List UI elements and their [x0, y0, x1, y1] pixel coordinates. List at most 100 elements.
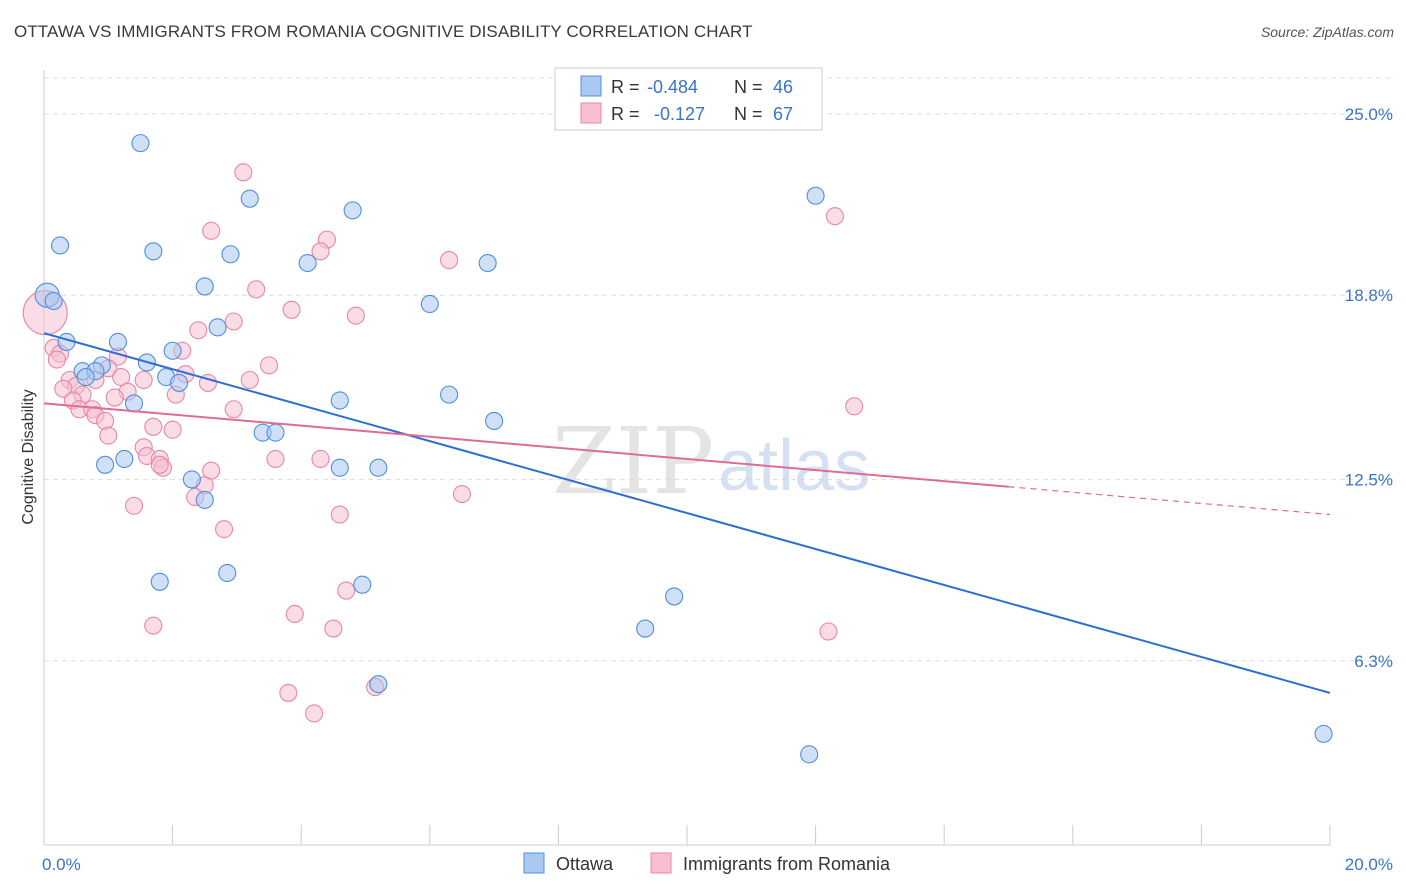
legend-n-value-romania: 67 — [773, 104, 793, 124]
romania-trend-line — [43, 402, 1009, 488]
romania-point — [305, 704, 324, 723]
ottawa-point — [636, 619, 655, 638]
legend-n-label-ottawa: N = — [734, 77, 763, 97]
romania-point — [96, 411, 115, 430]
legend-n-label-romania: N = — [734, 104, 763, 124]
x-ticks — [172, 825, 1331, 845]
romania-point — [47, 350, 66, 369]
romania-point — [163, 420, 182, 439]
ottawa-point — [131, 134, 150, 153]
romania-point — [99, 426, 118, 445]
stats-legend: R = -0.484 N = 46 R = -0.127 N = 67 — [554, 67, 823, 131]
legend-n-value-ottawa: 46 — [773, 77, 793, 97]
bottom-legend-swatch-romania — [650, 852, 672, 874]
ottawa-point — [163, 341, 182, 360]
romania-point — [247, 280, 266, 299]
ottawa-points — [34, 134, 1333, 764]
ottawa-point — [800, 745, 819, 764]
legend-swatch-romania — [580, 102, 602, 124]
romania-point — [144, 417, 163, 436]
y-tick-label: 25.0% — [1345, 105, 1393, 124]
romania-point — [189, 321, 208, 340]
bottom-legend-swatch-ottawa — [523, 852, 545, 874]
ottawa-point — [76, 368, 95, 387]
watermark-atlas: atlas — [718, 426, 870, 506]
ottawa-point — [221, 245, 240, 264]
ottawa-point — [182, 470, 201, 489]
ottawa-point — [266, 423, 285, 442]
romania-point — [224, 312, 243, 331]
trend-lines — [43, 332, 1331, 694]
legend-r-value-ottawa: -0.484 — [647, 77, 698, 97]
romania-point — [845, 397, 864, 416]
ottawa-point — [353, 575, 372, 594]
romania-point — [124, 496, 144, 515]
chart-title: OTTAWA VS IMMIGRANTS FROM ROMANIA COGNIT… — [14, 22, 753, 41]
romania-point — [337, 581, 356, 600]
romania-point — [150, 455, 169, 474]
bottom-legend-label-romania: Immigrants from Romania — [683, 854, 891, 874]
romania-point — [311, 242, 330, 261]
y-tick-label: 6.3% — [1354, 652, 1393, 671]
y-tick-label: 12.5% — [1345, 470, 1393, 489]
ottawa-point — [330, 458, 349, 477]
romania-point — [819, 622, 838, 641]
watermark: ZIP atlas — [552, 408, 870, 515]
y-tick-label: 18.8% — [1345, 286, 1393, 305]
ottawa-point — [144, 242, 163, 261]
ottawa-point — [208, 318, 227, 337]
ottawa-point — [195, 277, 214, 296]
y-axis-label: Cognitive Disability — [20, 389, 37, 524]
romania-points — [22, 163, 864, 723]
romania-point — [330, 505, 349, 524]
ottawa-point — [115, 449, 134, 469]
romania-point — [214, 520, 234, 539]
ottawa-point — [240, 189, 259, 208]
ottawa-point — [440, 385, 459, 404]
ottawa-point — [478, 253, 497, 273]
romania-point — [259, 356, 279, 375]
romania-point — [54, 379, 73, 398]
ottawa-point — [218, 563, 237, 583]
romania-point — [311, 449, 330, 469]
ottawa-point — [44, 291, 63, 311]
ottawa-point — [96, 455, 115, 474]
ottawa-point — [169, 373, 189, 392]
romania-point — [266, 449, 285, 469]
romania-point — [240, 370, 259, 390]
ottawa-point — [369, 675, 388, 694]
ottawa-point — [343, 201, 362, 220]
x-tick-label-min: 0.0% — [42, 855, 81, 874]
ottawa-point — [369, 458, 388, 477]
ottawa-point — [1314, 724, 1333, 743]
romania-point — [324, 619, 343, 638]
legend-r-value-romania: -0.127 — [654, 104, 705, 124]
ottawa-point — [51, 236, 70, 255]
romania-point — [282, 300, 301, 319]
ottawa-point — [298, 253, 317, 273]
ottawa-point — [124, 394, 144, 413]
romania-point — [452, 485, 472, 504]
ottawa-point — [330, 391, 349, 410]
romania-point — [134, 370, 153, 390]
ottawa-point — [195, 490, 214, 509]
ottawa-point — [108, 332, 127, 352]
chart-source: Source: ZipAtlas.com — [1260, 24, 1394, 40]
bottom-legend-label-ottawa: Ottawa — [556, 854, 614, 874]
ottawa-point — [150, 572, 169, 591]
romania-point — [346, 306, 365, 325]
legend-swatch-ottawa — [580, 75, 602, 97]
ottawa-point — [420, 294, 439, 314]
romania-point — [144, 616, 163, 635]
ottawa-point — [485, 411, 504, 430]
romania-trend-line-dashed — [1008, 486, 1331, 516]
series-legend: Ottawa Immigrants from Romania — [523, 852, 891, 874]
ottawa-trend-line — [43, 332, 1331, 694]
romania-point — [202, 221, 221, 240]
ottawa-point — [806, 186, 825, 205]
y-tick-labels: 6.3% 12.5% 18.8% 25.0% — [1345, 105, 1393, 671]
legend-r-label-romania: R = — [611, 104, 640, 124]
legend-r-label-ottawa: R = — [611, 77, 640, 97]
romania-point — [234, 163, 253, 182]
